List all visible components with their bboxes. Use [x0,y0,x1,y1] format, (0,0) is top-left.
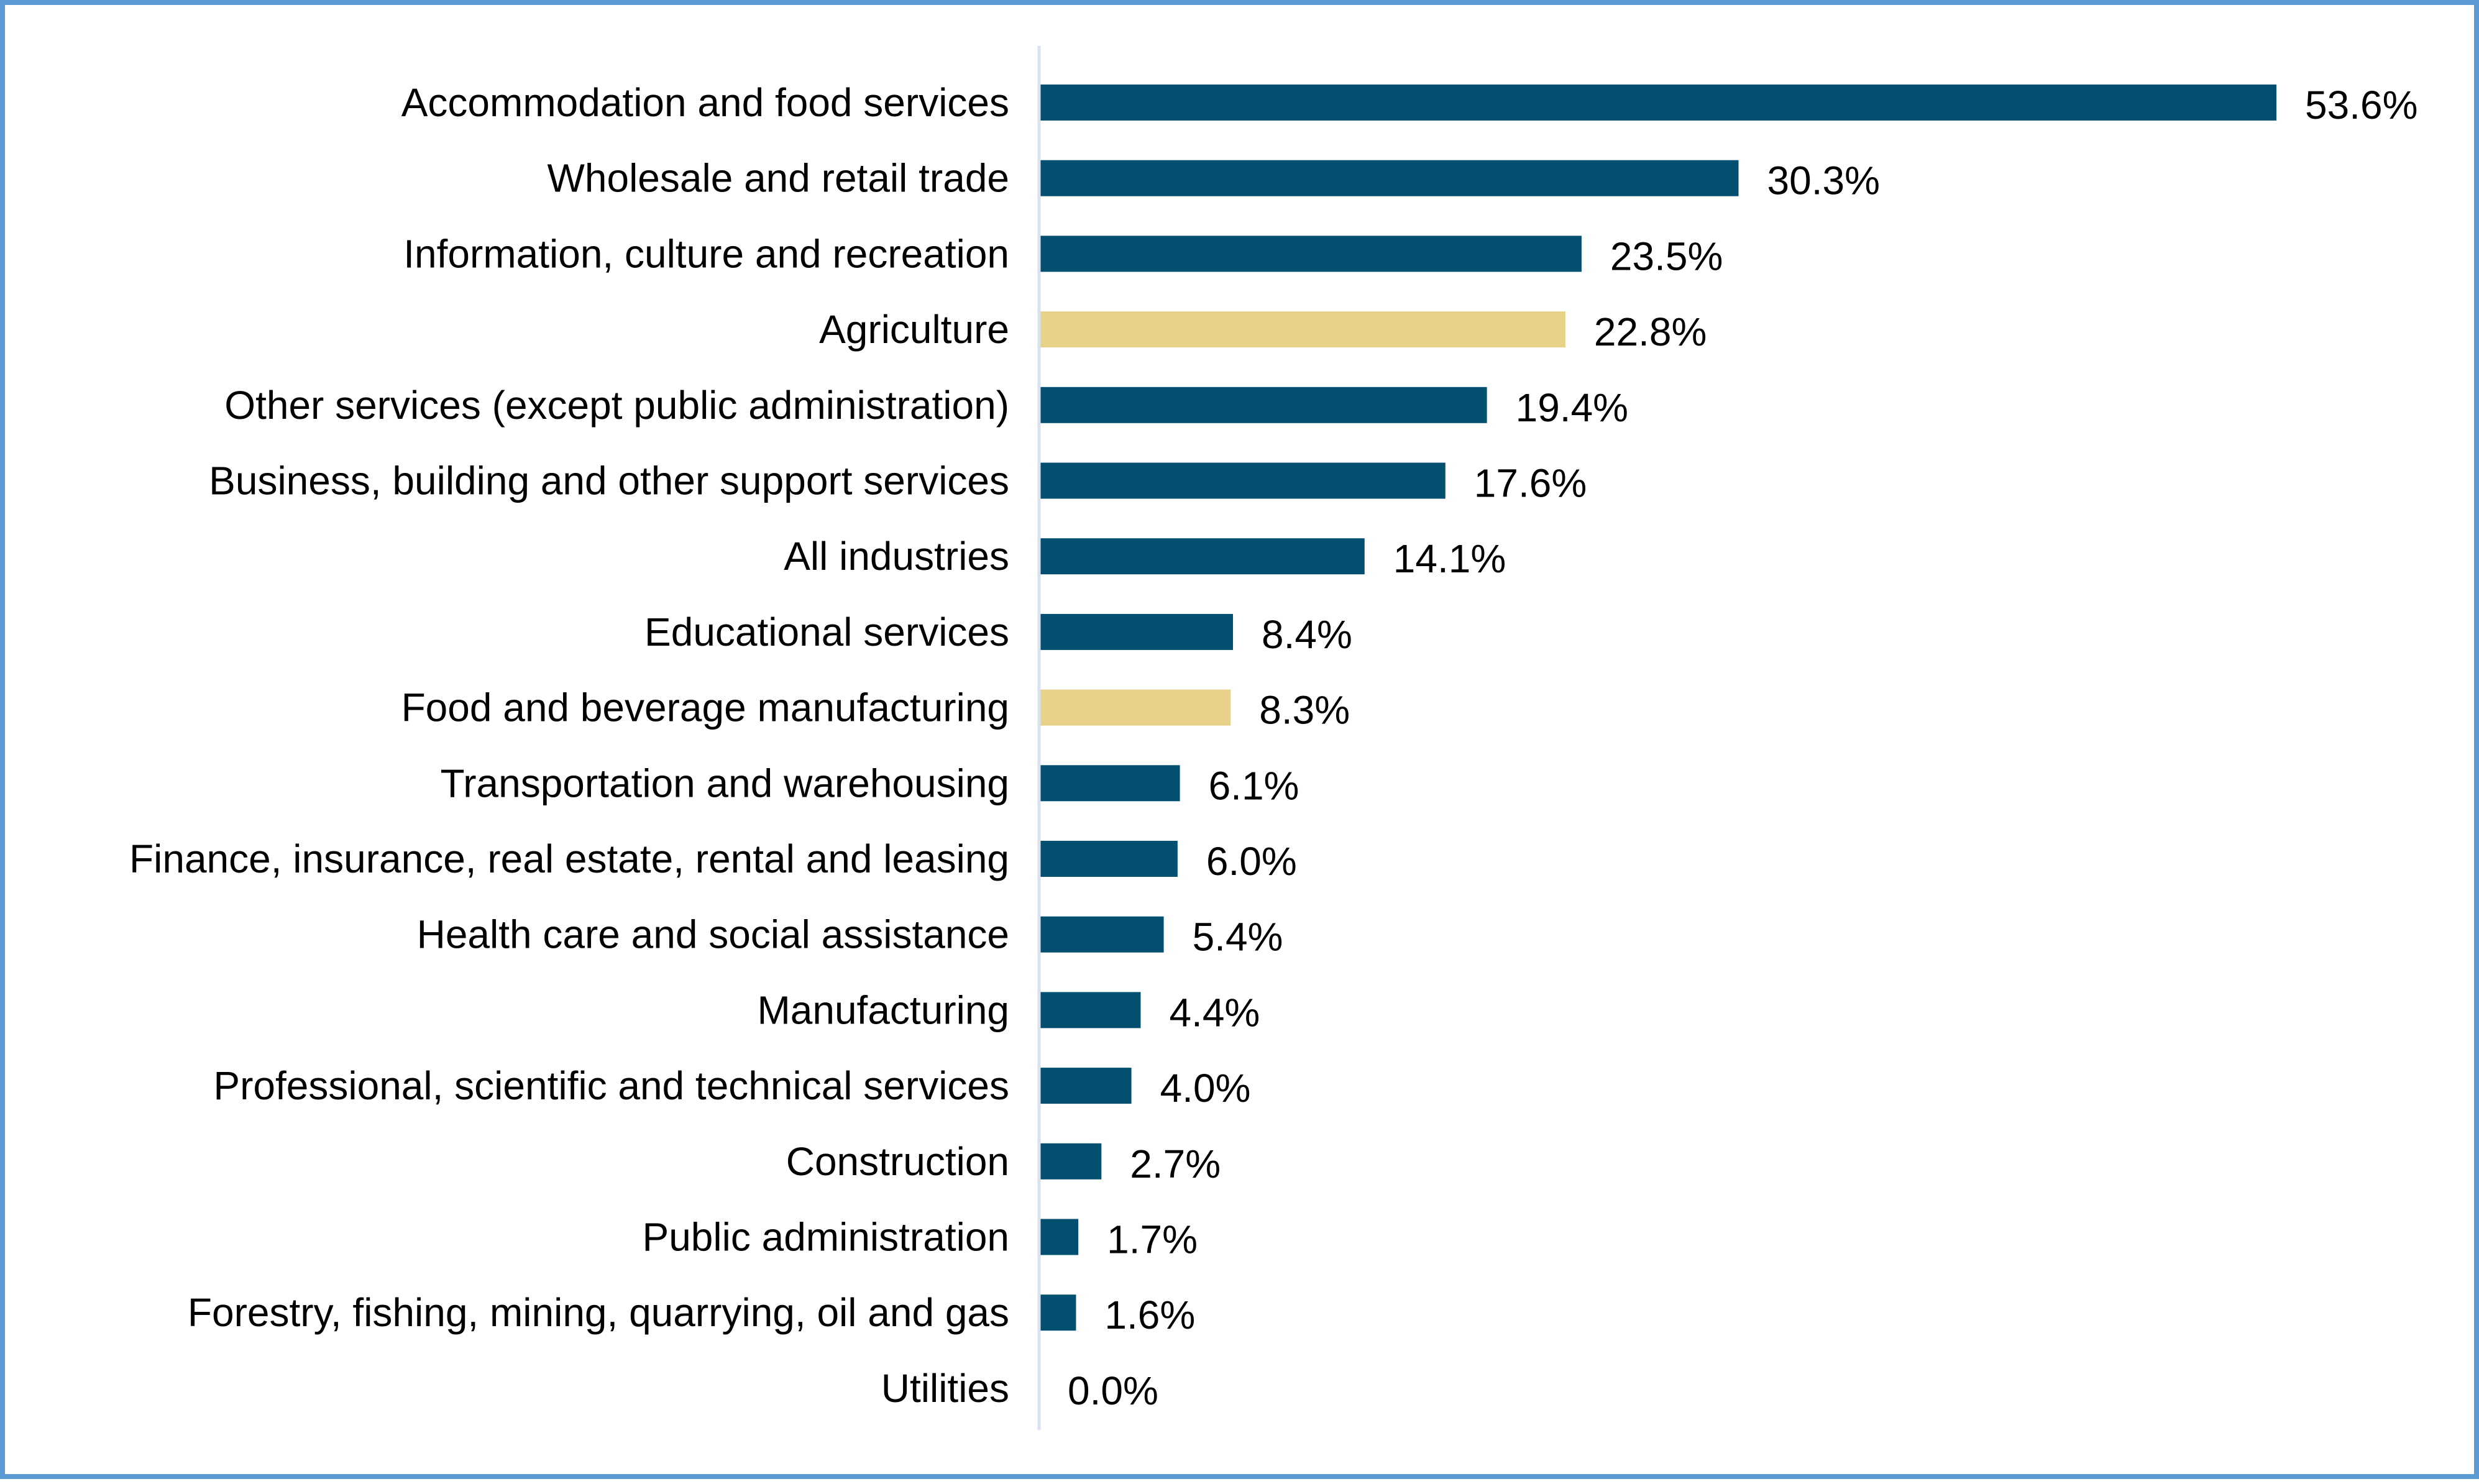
bar-construction [1039,1143,1102,1179]
value-label-utilities: 0.0% [1068,1368,1158,1413]
value-label-other-services-except-public-administration: 19.4% [1516,385,1628,430]
value-label-all-industries: 14.1% [1393,536,1506,581]
bar-health-care-and-social-assistance [1039,916,1164,953]
value-labels: 53.6% 30.3% 23.5% 22.8% 19.4% 17.6% 14.1% 8.4% 8… [1068,83,2417,1413]
value-label-agriculture: 22.8% [1594,309,1707,354]
bar-wholesale-and-retail-trade [1039,160,1739,196]
category-label-professional-scientific-and-technical-services: Professional, scientific and technical s… [213,1063,1009,1108]
category-label-transportation-and-warehousing: Transportation and warehousing [440,761,1009,805]
category-label-forestry-fishing-mining-quarrying-oil-and-gas: Forestry, fishing, mining, quarrying, oi… [188,1290,1009,1335]
bar-educational-services [1039,613,1234,650]
value-label-transportation-and-warehousing: 6.1% [1209,763,1299,808]
value-label-business-building-and-other-support-services: 17.6% [1474,461,1587,506]
bars-layer [1039,85,2276,1331]
category-label-educational-services: Educational services [644,610,1009,654]
value-label-forestry-fishing-mining-quarrying-oil-and-gas: 1.6% [1104,1293,1195,1337]
category-label-construction: Construction [786,1139,1009,1184]
category-label-finance-insurance-real-estate-rental-and-leasing: Finance, insurance, real estate, rental … [129,836,1009,881]
value-label-food-and-beverage-manufacturing: 8.3% [1259,688,1350,733]
value-label-wholesale-and-retail-trade: 30.3% [1767,158,1880,203]
bar-food-and-beverage-manufacturing [1039,689,1231,726]
bar-business-building-and-other-support-services [1039,462,1446,499]
category-label-business-building-and-other-support-services: Business, building and other support ser… [209,459,1009,503]
bar-public-administration [1039,1219,1079,1255]
category-labels: Accommodation and food services Wholesale… [129,80,1009,1411]
value-label-information-culture-and-recreation: 23.5% [1610,234,1723,278]
bar-accommodation-and-food-services [1039,85,2276,121]
value-label-construction: 2.7% [1130,1142,1221,1186]
bar-agriculture [1039,311,1565,348]
value-label-public-administration: 1.7% [1107,1217,1198,1262]
category-label-health-care-and-social-assistance: Health care and social assistance [417,912,1009,957]
bar-transportation-and-warehousing [1039,765,1180,802]
bar-manufacturing [1039,992,1141,1028]
category-label-manufacturing: Manufacturing [757,987,1009,1032]
value-label-health-care-and-social-assistance: 5.4% [1193,915,1283,960]
value-label-manufacturing: 4.4% [1169,990,1260,1035]
category-label-utilities: Utilities [881,1366,1009,1411]
bar-finance-insurance-real-estate-rental-and-leasing [1039,841,1178,877]
bar-all-industries [1039,538,1365,575]
bar-other-services-except-public-administration [1039,387,1487,423]
category-label-accommodation-and-food-services: Accommodation and food services [401,80,1009,125]
category-label-all-industries: All industries [784,534,1009,579]
category-label-public-administration: Public administration [643,1215,1010,1260]
bar-information-culture-and-recreation [1039,236,1582,272]
category-label-wholesale-and-retail-trade: Wholesale and retail trade [547,156,1009,201]
category-label-agriculture: Agriculture [819,307,1009,352]
bar-forestry-fishing-mining-quarrying-oil-and-gas [1039,1294,1076,1331]
value-label-professional-scientific-and-technical-services: 4.0% [1160,1066,1251,1111]
bar-professional-scientific-and-technical-services [1039,1068,1132,1104]
category-label-other-services-except-public-administration: Other services (except public administra… [224,383,1009,428]
value-label-finance-insurance-real-estate-rental-and-leasing: 6.0% [1206,839,1297,884]
category-label-food-and-beverage-manufacturing: Food and beverage manufacturing [401,685,1009,730]
bar-chart: Accommodation and food services Wholesale… [129,45,2417,1430]
value-label-accommodation-and-food-services: 53.6% [2305,83,2417,127]
value-label-educational-services: 8.4% [1262,612,1352,657]
category-label-information-culture-and-recreation: Information, culture and recreation [403,231,1009,276]
